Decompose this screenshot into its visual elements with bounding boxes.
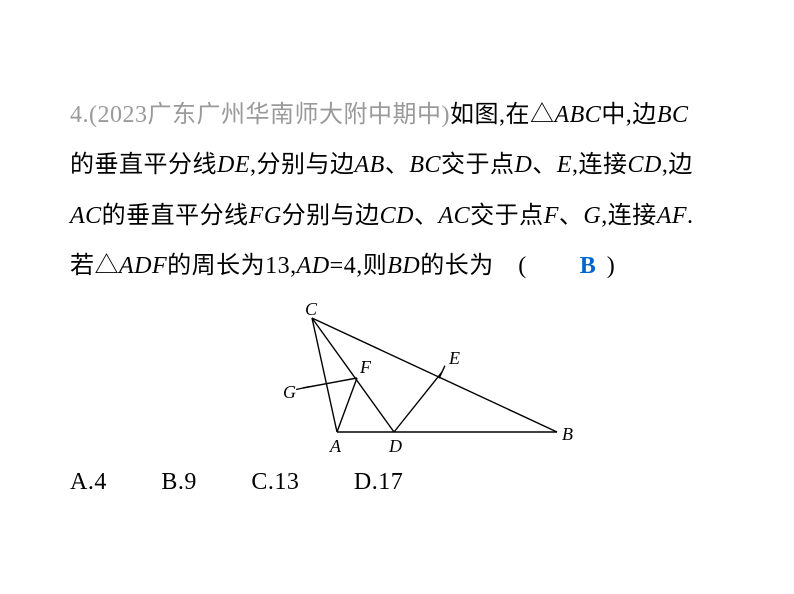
text: . [687, 203, 694, 229]
text: ,连接 [601, 203, 657, 229]
svg-text:D: D [388, 436, 402, 456]
var-abc: ABC [554, 102, 601, 128]
var-ab: AB [355, 152, 385, 178]
question-line-1: 4.(2023广东广州华南师大附中期中)如图,在△ABC中,边BC [70, 90, 724, 140]
text: 若△ [70, 253, 119, 279]
var-e: E [557, 152, 572, 178]
var-adf: ADF [119, 253, 167, 279]
var-bc: BC [657, 102, 689, 128]
text: ,连接 [572, 152, 628, 178]
sep: 、 [559, 203, 584, 229]
text: 的长为 ( [420, 253, 576, 279]
question-line-4: 若△ADF的周长为13,AD=4,则BD的长为 ( B ) [70, 241, 724, 291]
svg-text:C: C [305, 300, 318, 319]
text: ,分别与边 [250, 152, 355, 178]
svg-text:F: F [359, 357, 372, 377]
answer-choices: A.4 B.9 C.13 D.17 [70, 469, 724, 496]
choice-a: A.4 [70, 469, 107, 496]
var-af: AF [657, 203, 687, 229]
var-ac: AC [439, 203, 471, 229]
var-cd: CD [380, 203, 414, 229]
text: ,边 [662, 152, 693, 178]
text: 如图,在△ [450, 102, 555, 128]
sep: 、 [414, 203, 439, 229]
text: 的垂直平分线 [102, 203, 249, 229]
var-cd: CD [628, 152, 662, 178]
sep: 、 [385, 152, 410, 178]
text: 交于点 [470, 203, 544, 229]
question-number: 4. [70, 102, 89, 128]
text: 分别与边 [282, 203, 380, 229]
var-g: G [583, 203, 601, 229]
choice-b: B.9 [161, 469, 197, 496]
question-line-2: 的垂直平分线DE,分别与边AB、BC交于点D、E,连接CD,边 [70, 140, 724, 190]
question-source: (2023广东广州华南师大附中期中) [89, 102, 450, 128]
text: ) [600, 253, 615, 279]
var-ac: AC [70, 203, 102, 229]
var-de: DE [217, 152, 250, 178]
text: =4,则 [330, 253, 388, 279]
svg-text:A: A [329, 436, 342, 456]
choice-c: C.13 [251, 469, 299, 496]
var-fg: FG [249, 203, 282, 229]
svg-text:E: E [448, 348, 460, 368]
sep: 、 [532, 152, 557, 178]
var-bc: BC [409, 152, 441, 178]
text: 中,边 [601, 102, 657, 128]
choice-d: D.17 [354, 469, 403, 496]
triangle-diagram-svg: C A D B E G F [217, 300, 577, 458]
var-d: D [515, 152, 533, 178]
var-ad: AD [297, 253, 330, 279]
svg-text:B: B [562, 424, 573, 444]
text: 交于点 [441, 152, 515, 178]
svg-text:G: G [283, 382, 296, 402]
geometry-diagram: C A D B E G F [70, 300, 724, 463]
var-f: F [544, 203, 559, 229]
answer-letter: B [580, 253, 597, 279]
text: 的周长为13, [167, 253, 297, 279]
var-bd: BD [387, 253, 420, 279]
text: 的垂直平分线 [70, 152, 217, 178]
question-line-3: AC的垂直平分线FG分别与边CD、AC交于点F、G,连接AF. [70, 191, 724, 241]
